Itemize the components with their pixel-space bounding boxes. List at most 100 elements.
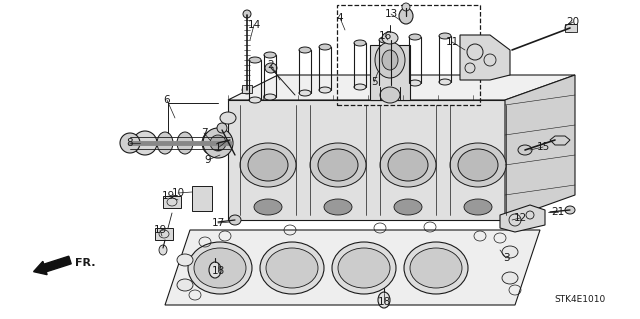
- Ellipse shape: [229, 215, 241, 225]
- Ellipse shape: [332, 242, 396, 294]
- Ellipse shape: [450, 143, 506, 187]
- Text: 3: 3: [502, 253, 509, 263]
- Ellipse shape: [177, 254, 193, 266]
- Ellipse shape: [242, 86, 252, 94]
- Text: 10: 10: [172, 188, 184, 198]
- Ellipse shape: [177, 132, 193, 154]
- Ellipse shape: [354, 84, 366, 90]
- Ellipse shape: [518, 145, 532, 155]
- Ellipse shape: [439, 79, 451, 85]
- Text: 7: 7: [201, 128, 207, 138]
- Bar: [155, 228, 173, 240]
- Ellipse shape: [382, 50, 398, 70]
- Text: 19: 19: [161, 191, 175, 201]
- Text: 12: 12: [513, 213, 527, 223]
- Ellipse shape: [203, 128, 233, 158]
- Ellipse shape: [240, 143, 296, 187]
- Ellipse shape: [133, 131, 157, 155]
- Polygon shape: [228, 100, 505, 220]
- Text: 19: 19: [154, 225, 166, 235]
- Ellipse shape: [299, 90, 311, 96]
- Ellipse shape: [266, 248, 318, 288]
- Ellipse shape: [318, 149, 358, 181]
- Ellipse shape: [249, 57, 261, 63]
- Ellipse shape: [502, 272, 518, 284]
- Ellipse shape: [379, 82, 391, 88]
- Ellipse shape: [354, 40, 366, 46]
- Text: 9: 9: [205, 155, 211, 165]
- Ellipse shape: [209, 262, 221, 278]
- Bar: [565, 24, 577, 32]
- Ellipse shape: [399, 8, 413, 24]
- Ellipse shape: [502, 246, 518, 258]
- Ellipse shape: [565, 206, 575, 214]
- Bar: [337, 5, 480, 105]
- Ellipse shape: [249, 97, 261, 103]
- Text: 16: 16: [378, 31, 392, 41]
- Ellipse shape: [254, 199, 282, 215]
- Ellipse shape: [324, 199, 352, 215]
- Text: FR.: FR.: [75, 258, 95, 268]
- Ellipse shape: [217, 123, 227, 133]
- Ellipse shape: [380, 143, 436, 187]
- Bar: [242, 85, 252, 93]
- Ellipse shape: [194, 248, 246, 288]
- Polygon shape: [165, 230, 540, 305]
- Ellipse shape: [265, 63, 277, 73]
- Ellipse shape: [458, 149, 498, 181]
- Ellipse shape: [464, 199, 492, 215]
- Ellipse shape: [378, 292, 390, 308]
- Ellipse shape: [260, 242, 324, 294]
- Bar: [370, 45, 410, 100]
- Ellipse shape: [379, 37, 391, 43]
- Ellipse shape: [177, 279, 193, 291]
- Text: 18: 18: [378, 297, 390, 307]
- Ellipse shape: [404, 242, 468, 294]
- Text: 1: 1: [214, 143, 221, 153]
- Ellipse shape: [202, 132, 218, 154]
- Ellipse shape: [310, 143, 366, 187]
- Ellipse shape: [264, 52, 276, 58]
- Text: STK4E1010: STK4E1010: [554, 295, 605, 305]
- Ellipse shape: [248, 149, 288, 181]
- Text: 13: 13: [385, 9, 397, 19]
- Ellipse shape: [402, 3, 410, 11]
- Text: 6: 6: [164, 95, 170, 105]
- Text: 5: 5: [371, 77, 378, 87]
- Ellipse shape: [338, 248, 390, 288]
- Ellipse shape: [375, 42, 405, 78]
- Ellipse shape: [299, 47, 311, 53]
- Ellipse shape: [210, 135, 226, 151]
- Text: 11: 11: [445, 37, 459, 47]
- Text: 2: 2: [268, 60, 275, 70]
- Polygon shape: [500, 205, 545, 232]
- Text: 4: 4: [337, 13, 343, 23]
- Text: 14: 14: [248, 20, 260, 30]
- Text: 18: 18: [211, 266, 225, 276]
- Ellipse shape: [565, 24, 575, 32]
- Polygon shape: [460, 35, 510, 80]
- Ellipse shape: [319, 87, 331, 93]
- Polygon shape: [550, 136, 570, 145]
- Polygon shape: [228, 75, 575, 100]
- Ellipse shape: [319, 44, 331, 50]
- Text: 17: 17: [211, 218, 225, 228]
- Bar: [192, 186, 212, 211]
- Text: 8: 8: [127, 138, 133, 148]
- Ellipse shape: [188, 242, 252, 294]
- Ellipse shape: [382, 32, 398, 44]
- Bar: [163, 196, 181, 208]
- Polygon shape: [505, 75, 575, 220]
- Ellipse shape: [137, 132, 153, 154]
- Text: 21: 21: [552, 207, 564, 217]
- Ellipse shape: [243, 10, 251, 18]
- Ellipse shape: [394, 199, 422, 215]
- Text: 15: 15: [536, 142, 550, 152]
- Ellipse shape: [264, 94, 276, 100]
- Ellipse shape: [120, 133, 140, 153]
- FancyArrow shape: [33, 256, 71, 275]
- Ellipse shape: [409, 34, 421, 40]
- Ellipse shape: [220, 112, 236, 124]
- Text: 20: 20: [566, 17, 580, 27]
- Ellipse shape: [159, 245, 167, 255]
